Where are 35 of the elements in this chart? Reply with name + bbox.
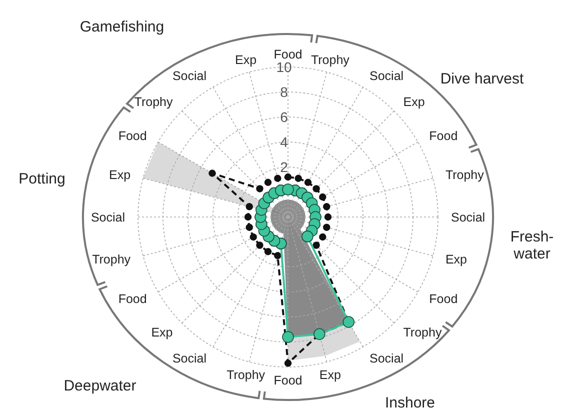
spoke-label: Trophy — [310, 52, 350, 67]
spoke-label: Exp — [445, 252, 468, 267]
spoke-label: Social — [370, 352, 404, 366]
spoke-label: Food — [429, 128, 458, 143]
y-tick-label: 2 — [280, 158, 288, 175]
text: Potting — [18, 170, 66, 188]
y-tick-label: 4 — [280, 134, 288, 150]
y-tick-label: 10 — [276, 58, 292, 75]
spoke-label: Social — [451, 210, 486, 224]
spoke-label: Trophy — [226, 368, 266, 382]
spoke-label: Food — [274, 47, 302, 62]
text: Inshore — [384, 394, 436, 412]
text: Dive harvest — [440, 70, 525, 88]
spoke-label: Food — [274, 373, 302, 388]
text: Gamefishing — [80, 18, 164, 36]
spoke-label: Exp — [109, 168, 131, 182]
spoke-label: Social — [172, 69, 206, 84]
spoke-label: Exp — [151, 326, 173, 340]
spoke-label: Trophy — [92, 252, 132, 267]
spoke-label: Trophy — [445, 168, 485, 182]
spoke-label: Social — [172, 352, 206, 366]
spoke-label: Trophy — [134, 95, 174, 110]
spoke-label: Food — [118, 292, 147, 306]
spoke-label: Trophy — [403, 326, 442, 340]
y-tick-label: 8 — [280, 84, 288, 100]
spoke-label: Food — [429, 292, 458, 306]
spoke-label: Food — [118, 128, 147, 143]
text: Fresh- water — [510, 228, 554, 262]
spoke-label: Social — [90, 210, 125, 224]
spoke-label: Social — [370, 69, 404, 84]
spoke-label: Exp — [235, 52, 257, 67]
y-tick-label: 6 — [280, 108, 288, 125]
spoke-label: Exp — [403, 95, 425, 110]
text: Deepwater — [64, 377, 136, 394]
spoke-label: Exp — [319, 368, 341, 382]
